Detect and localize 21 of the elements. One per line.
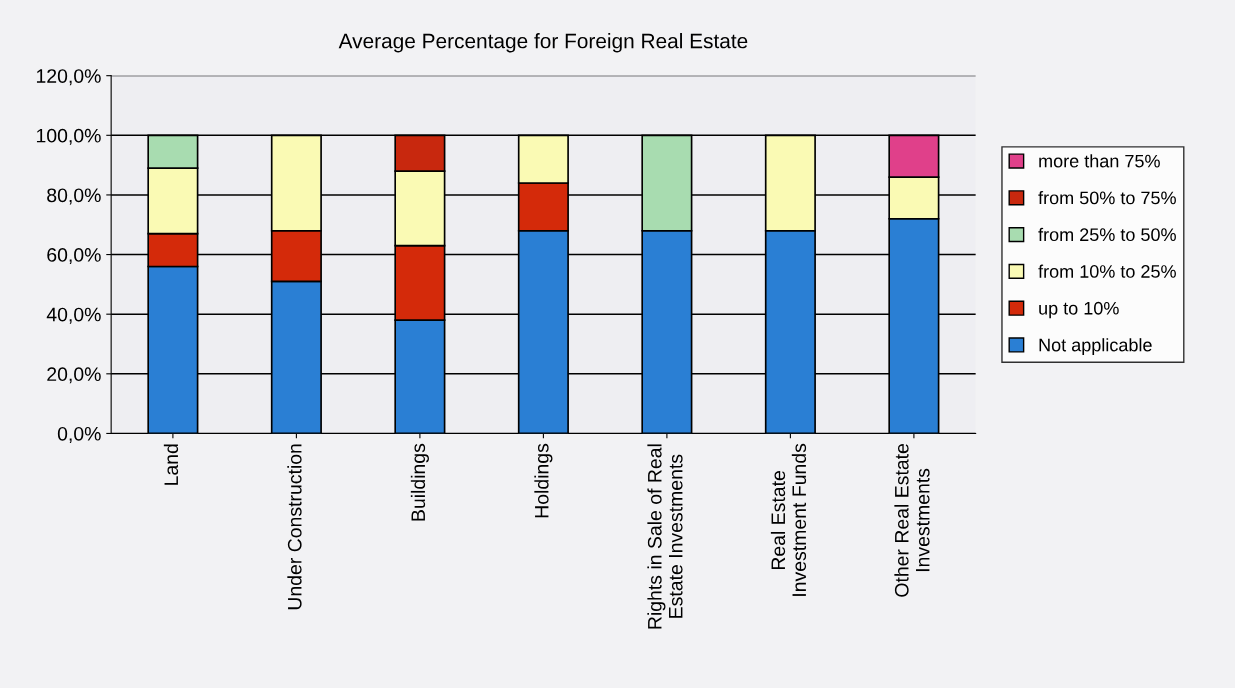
- y-tick-label: 20,0%: [47, 367, 101, 384]
- legend-label: more than 75%: [1039, 154, 1160, 168]
- x-tick-label: Land: [163, 444, 179, 485]
- x-tick-label: Buildings: [410, 443, 429, 521]
- x-tick-label: Rights in Sale of Real Estate Investments: [647, 444, 683, 629]
- chart-title: Average Percentage for Foreign Real Estate: [338, 33, 748, 53]
- legend-label: up to 10%: [1039, 301, 1119, 319]
- legend-label: from 10% to 25%: [1038, 264, 1176, 278]
- y-tick-label: 100,0%: [36, 128, 101, 145]
- x-tick-label: Other Real Estate Investments: [894, 444, 930, 597]
- legend-label: Not applicable: [1039, 338, 1152, 355]
- x-tick-label: Holdings: [534, 443, 553, 518]
- legend-label: from 50% to 75%: [1038, 191, 1176, 205]
- y-tick-label: 60,0%: [47, 248, 101, 265]
- y-tick-label: 120,0%: [36, 69, 101, 86]
- y-tick-label: 0,0%: [57, 426, 101, 443]
- legend-label: from 25% to 50%: [1038, 227, 1176, 242]
- y-tick-label: 40,0%: [46, 307, 101, 324]
- y-tick-label: 80,0%: [47, 188, 101, 205]
- x-tick-label: Under Construction: [287, 444, 302, 610]
- x-tick-label: Real Estate Investment Funds: [770, 443, 807, 596]
